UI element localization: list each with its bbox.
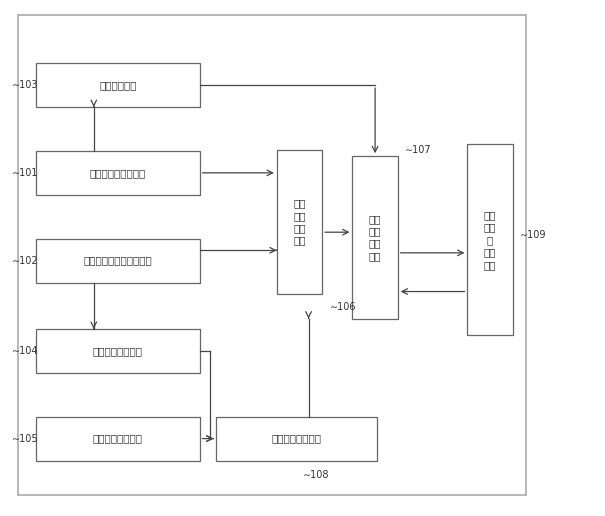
Bar [36,329,200,373]
Bar [36,417,200,461]
Bar [352,156,398,318]
Text: ∼103: ∼103 [12,80,39,90]
Text: 比例因子调整单元: 比例因子调整单元 [272,433,321,444]
Bar [468,144,513,335]
Bar [277,150,322,294]
Bar [18,15,526,495]
Text: 电流
补偿
及
控制
单元: 电流 补偿 及 控制 单元 [484,210,496,270]
Text: 温度检测与获取单元: 温度检测与获取单元 [90,168,146,178]
Bar [36,63,200,107]
Text: 基准
电流
获取
单元: 基准 电流 获取 单元 [293,198,306,246]
Bar [217,417,376,461]
Text: ∼101: ∼101 [12,168,39,178]
Text: ∼109: ∼109 [520,230,547,240]
Text: 温度比较单元: 温度比较单元 [99,80,137,90]
Text: 实际
电流
计算
单元: 实际 电流 计算 单元 [369,214,381,261]
Bar [36,151,200,195]
Bar [36,238,200,283]
Text: 偏置电流比较单元: 偏置电流比较单元 [93,346,143,356]
Text: ∼105: ∼105 [12,433,39,444]
Text: ∼102: ∼102 [12,255,39,266]
Text: ∼107: ∼107 [405,144,432,155]
Text: ∼108: ∼108 [302,470,329,480]
Text: 比例因子生成单元: 比例因子生成单元 [93,433,143,444]
Text: ∼104: ∼104 [12,346,39,356]
Text: ∼106: ∼106 [330,302,356,312]
Text: 偏置电流检测与获取单元: 偏置电流检测与获取单元 [83,255,152,266]
